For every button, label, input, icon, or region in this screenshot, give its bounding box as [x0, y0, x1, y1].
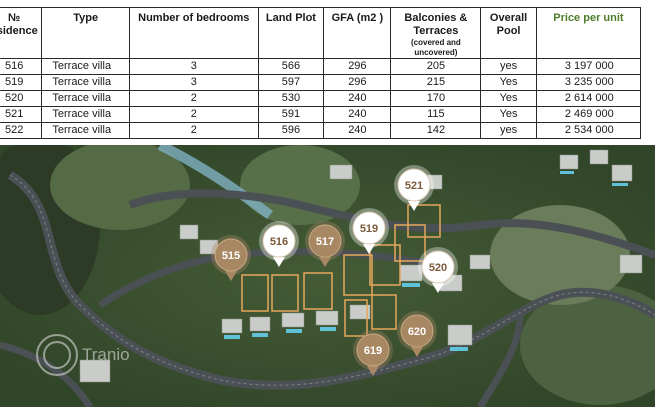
pin-label: 521 [405, 180, 423, 192]
cell-bedrooms: 3 [128, 58, 259, 75]
col-header-residence: №esidence [0, 7, 43, 59]
cell-pool: yes [480, 122, 537, 139]
pin-label: 520 [429, 262, 447, 274]
pin-tail [408, 201, 420, 211]
pin-label: 516 [270, 236, 288, 248]
cell-land-plot: 591 [257, 106, 325, 123]
pin-label: 515 [222, 250, 240, 262]
cell-price: 3 197 000 [535, 58, 642, 75]
pin-tail [363, 244, 375, 254]
pin-circle [262, 224, 296, 258]
pin-tail [225, 271, 237, 281]
cell-pool: Yes [480, 90, 537, 107]
pin-tail [411, 347, 423, 357]
table-row: 520 Terrace villa 2 530 240 170 Yes 2 614 000 [0, 90, 642, 107]
pin-circle [356, 333, 390, 367]
col-header-pool: Overall Pool [480, 7, 537, 59]
unit-pin-620[interactable]: 620 [397, 311, 437, 357]
pin-circle [214, 238, 248, 272]
price-table-sheet: №esidence Type Number of bedrooms Land P… [0, 0, 655, 139]
cell-price: 2 614 000 [535, 90, 642, 107]
cell-type: Terrace villa [41, 106, 130, 123]
cell-bedrooms: 2 [128, 106, 259, 123]
cell-type: Terrace villa [41, 90, 130, 107]
cell-balconies: 142 [390, 122, 482, 139]
cell-balconies: 205 [390, 58, 482, 75]
watermark-text: Tranio [82, 345, 130, 364]
pin-tail [273, 257, 285, 267]
cell-balconies: 215 [390, 74, 482, 91]
unit-pin-515[interactable]: 515 [211, 235, 251, 281]
cell-land-plot: 530 [257, 90, 325, 107]
cell-price: 2 469 000 [535, 106, 642, 123]
cell-gfa: 296 [323, 74, 392, 91]
col-header-land-plot: Land Plot [257, 7, 325, 59]
pin-label: 517 [316, 236, 334, 248]
pin-tail [367, 366, 379, 376]
unit-pin-516[interactable]: 516 [259, 221, 299, 267]
table-row: 521 Terrace villa 2 591 240 115 Yes 2 469 000 [0, 106, 642, 123]
unit-pin-517[interactable]: 517 [305, 221, 345, 267]
table-header-row: №esidence Type Number of bedrooms Land P… [0, 7, 642, 59]
cell-balconies: 115 [390, 106, 482, 123]
cell-residence: 520 [0, 90, 43, 107]
col-header-bedrooms: Number of bedrooms [128, 7, 259, 59]
cell-balconies: 170 [390, 90, 482, 107]
pin-label: 519 [360, 223, 378, 235]
cell-type: Terrace villa [41, 122, 130, 139]
table-row: 516 Terrace villa 3 566 296 205 yes 3 197 000 [0, 58, 642, 75]
cell-price: 2 534 000 [535, 122, 642, 139]
unit-pin-519[interactable]: 519 [349, 208, 389, 254]
cell-gfa: 240 [323, 106, 392, 123]
cell-land-plot: 566 [257, 58, 325, 75]
unit-pin-520[interactable]: 520 [418, 247, 458, 293]
cell-gfa: 240 [323, 90, 392, 107]
cell-residence: 516 [0, 58, 43, 75]
cell-bedrooms: 2 [128, 122, 259, 139]
aerial-map-image: 515 516 517 519 520 521 619 620 [0, 145, 655, 407]
pin-label: 620 [408, 326, 426, 338]
cell-pool: yes [480, 58, 537, 75]
cell-land-plot: 597 [257, 74, 325, 91]
cell-pool: Yes [480, 106, 537, 123]
unit-pin-619[interactable]: 619 [353, 330, 393, 376]
tranio-logo-icon [36, 334, 78, 376]
pin-circle [352, 211, 386, 245]
pin-circle [397, 168, 431, 202]
unit-pin-521[interactable]: 521 [394, 165, 434, 211]
cell-residence: 522 [0, 122, 43, 139]
cell-gfa: 296 [323, 58, 392, 75]
col-header-type: Type [41, 7, 130, 59]
cell-land-plot: 596 [257, 122, 325, 139]
pin-circle [400, 314, 434, 348]
cell-residence: 519 [0, 74, 43, 91]
cell-price: 3 235 000 [535, 74, 642, 91]
pin-label: 619 [364, 345, 382, 357]
cell-type: Terrace villa [41, 74, 130, 91]
tranio-watermark: Tranio [36, 334, 130, 376]
pin-circle [308, 224, 342, 258]
cell-residence: 521 [0, 106, 43, 123]
site-plan-map: 515 516 517 519 520 521 619 620 Tranio [0, 145, 655, 407]
cell-gfa: 240 [323, 122, 392, 139]
pin-circle [421, 250, 455, 284]
col-header-gfa: GFA (m2 ) [323, 7, 392, 59]
cell-pool: Yes [480, 74, 537, 91]
pin-tail [319, 257, 331, 267]
table-row: 519 Terrace villa 3 597 296 215 Yes 3 235 000 [0, 74, 642, 91]
cell-bedrooms: 3 [128, 74, 259, 91]
col-header-price: Price per unit [535, 7, 642, 59]
cell-bedrooms: 2 [128, 90, 259, 107]
table-row: 522 Terrace villa 2 596 240 142 yes 2 534 000 [0, 122, 642, 139]
units-price-table: №esidence Type Number of bedrooms Land P… [0, 7, 642, 139]
pin-tail [432, 283, 444, 293]
cell-type: Terrace villa [41, 58, 130, 75]
col-header-balconies: Balconies & Terraces (covered and uncover… [390, 7, 482, 59]
